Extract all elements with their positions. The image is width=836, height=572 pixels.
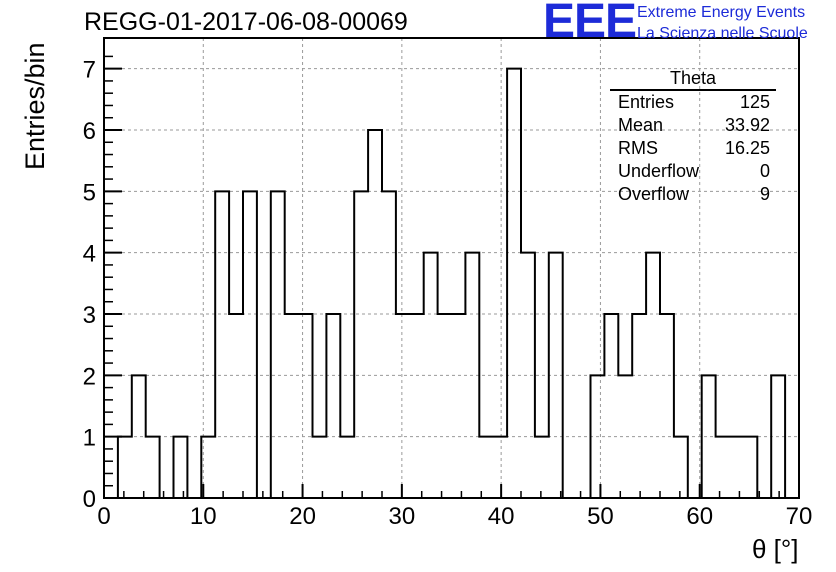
y-tick-label: 0 — [83, 486, 96, 513]
run-title: REGG-01-2017-06-08-00069 — [84, 8, 408, 36]
x-tick-label: 30 — [389, 503, 416, 530]
stats-box: Theta Entries 125 Mean 33.92 RMS 16.25 U… — [610, 66, 778, 212]
x-axis-label: θ [°] — [752, 534, 799, 564]
plot-frame — [103, 37, 800, 499]
x-tick-label: 10 — [190, 503, 217, 530]
eee-logo: EEE — [543, 0, 637, 48]
axis-ticks: 0 10 20 30 40 50 60 70 0 1 2 3 4 5 6 7 — [83, 55, 813, 530]
stats-key: Overflow — [618, 184, 690, 204]
stats-key: Mean — [618, 115, 664, 135]
logo-caption-line1: Extreme Energy Events — [637, 4, 806, 21]
x-tick-label: 50 — [587, 503, 614, 530]
y-tick-label: 4 — [83, 241, 96, 268]
stats-value: 33.92 — [724, 115, 770, 135]
stats-title-rule — [610, 89, 776, 91]
stats-value: 125 — [739, 92, 770, 112]
y-tick-label: 5 — [83, 179, 96, 206]
stats-key: RMS — [618, 138, 658, 158]
logo-caption-line2: La Scienza nelle Scuole — [637, 25, 808, 42]
y-tick-label: 1 — [83, 425, 96, 452]
y-axis-label: Entries/bin — [20, 42, 50, 170]
y-tick-label: 2 — [83, 363, 96, 390]
stats-key: Underflow — [618, 161, 700, 181]
stats-value: 16.25 — [724, 138, 770, 158]
x-tick-label: 0 — [97, 503, 110, 530]
stats-title: Theta — [669, 68, 717, 88]
stats-key: Entries — [618, 92, 675, 112]
histogram-outline — [104, 67, 799, 499]
x-tick-label: 70 — [786, 503, 813, 530]
stats-value: 9 — [759, 184, 770, 204]
y-tick-label: 3 — [83, 302, 96, 329]
x-tick-label: 60 — [686, 503, 713, 530]
x-tick-label: 40 — [488, 503, 515, 530]
y-tick-label: 6 — [83, 118, 96, 145]
stats-value: 0 — [759, 161, 770, 181]
y-tick-label: 7 — [83, 57, 96, 84]
x-tick-label: 20 — [289, 503, 316, 530]
